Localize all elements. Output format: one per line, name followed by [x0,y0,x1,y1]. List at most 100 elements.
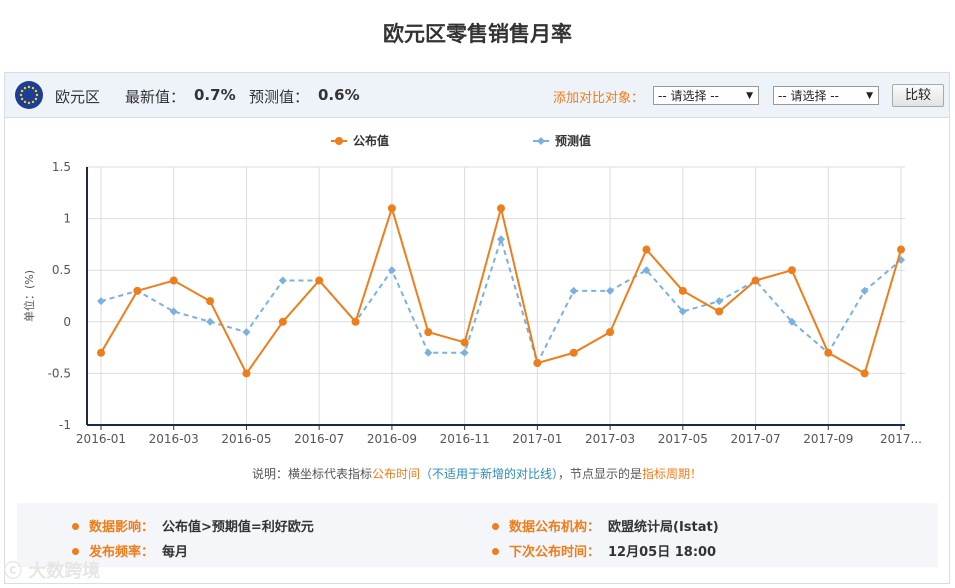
x-tick-label: 2017... [880,432,922,446]
x-tick-label: 2016-07 [294,432,344,446]
forecast-value: 0.6% [318,86,360,104]
published-point [242,369,251,378]
forecast-point [860,286,869,295]
next-release-value: 12月05日 18:00 [608,545,717,560]
note-paren: （不适用于新增的对比线） [419,467,558,481]
legend-forecast-marker [537,137,545,145]
forecast-point [460,348,469,357]
eu-flag-icon [15,81,43,109]
x-tick-label: 2017-07 [730,432,780,446]
agency-value: 欧盟统计局(Istat) [608,520,719,535]
y-tick-label: -0.5 [48,366,71,380]
watermark-icon: ⓒ [4,561,22,582]
bullet-icon [492,548,499,555]
published-point [497,204,505,213]
info-bar: 欧元区 最新值： 0.7% 预测值： 0.6% 添加对比对象： -- 请选择 -… [5,73,949,118]
x-tick-label: 2017-01 [512,432,562,446]
published-point [678,286,687,295]
x-tick-label: 2017-03 [585,432,635,446]
x-tick-label: 2017-05 [658,432,708,446]
watermark-text: 大数跨境 [28,561,101,582]
line-chart: 1.5 1 0.5 0 -0.5 -1 2016-01 2016-03 2016-05 2016-… [22,133,922,446]
y-axis-label: 单位：(%) [22,270,36,322]
flag-star [23,86,27,90]
frequency-label: 发布频率： [89,545,155,560]
published-point [315,276,324,285]
chart-note: 说明：横坐标代表指标公布时间（不适用于新增的对比线），节点显示的是指标周期！ [5,465,949,482]
y-tick-label: -1 [59,418,71,432]
series-line-published [100,204,902,376]
series-line-forecast [100,235,902,366]
x-tick-label: 2016-01 [76,432,126,446]
agency-label: 数据公布机构： [509,520,601,535]
forecast-point [424,348,433,357]
flag-star [27,85,31,89]
published-point [824,348,833,357]
forecast-point [606,286,615,295]
dropdown-arrow-icon: ▼ [866,91,873,101]
note-highlight-time: 公布时间 [371,467,420,481]
published-point [278,317,287,326]
indicator-panel: 欧元区 最新值： 0.7% 预测值： 0.6% 添加对比对象： -- 请选择 -… [4,72,950,584]
latest-value: 0.7% [194,86,236,104]
flag-star [31,86,35,90]
compare-select-2-value: -- 请选择 -- [778,89,839,103]
published-point [460,338,469,347]
latest-value-label: 最新值： [125,88,186,106]
y-tick-label: 1 [63,212,71,226]
forecast-point [715,297,724,306]
region-name: 欧元区 [55,88,101,106]
x-tick-label: 2016-11 [440,432,490,446]
note-highlight-period: 指标周期 [642,467,691,481]
forecast-point [169,307,178,316]
forecast-point [642,266,651,275]
compare-select-1[interactable]: -- 请选择 -- ▼ [653,86,759,105]
published-point [569,348,578,357]
x-tick-label: 2017-09 [803,432,853,446]
flag-star [34,89,38,93]
forecast-point [242,328,251,337]
watermark-logo: ⓒ 大数跨境 [4,557,100,583]
flag-star [23,100,27,104]
bullet-icon [72,523,79,530]
published-point [897,245,905,254]
legend-forecast-label: 预测值 [555,133,591,148]
y-tick-label: 1.5 [52,160,71,174]
compare-target-label: 添加对比对象： [553,91,645,106]
published-point [751,276,760,285]
compare-button[interactable]: 比较 [892,84,944,107]
next-release-label: 下次公布时间： [509,545,601,560]
published-point [787,266,796,275]
compare-select-1-value: -- 请选择 -- [658,89,719,103]
agency-item: 数据公布机构： 欧盟统计局(Istat) [492,516,719,535]
forecast-point [569,286,578,295]
legend-published-marker [335,137,343,145]
next-release-item: 下次公布时间： 12月05日 18:00 [492,541,716,560]
published-point [533,359,542,368]
published-point [715,307,724,316]
page-title: 欧元区零售销售月率 [383,22,572,46]
forecast-point [206,317,215,326]
forecast-point [497,235,505,244]
flag-star [20,97,24,101]
flag-star [19,93,23,97]
published-point [424,328,433,337]
published-point [206,297,215,306]
legend-published-label: 公布值 [353,133,389,148]
published-point [606,328,615,337]
bullet-icon [72,548,79,555]
flag-star [20,89,24,93]
info-footer: 数据影响： 公布值>预期值=利好欧元 数据公布机构： 欧盟统计局(Istat) 发布… [17,503,938,567]
frequency-value: 每月 [162,545,189,560]
published-point [169,276,178,285]
published-point [642,245,651,254]
published-point [351,317,360,326]
bullet-icon [492,523,499,530]
x-tick-label: 2016-05 [221,432,271,446]
dropdown-arrow-icon: ▼ [746,91,753,101]
flag-star [35,93,39,97]
compare-select-2[interactable]: -- 请选择 -- ▼ [773,86,879,105]
note-suffix: ！ [690,467,703,481]
y-tick-label: 0 [63,315,71,329]
forecast-point [387,266,396,275]
